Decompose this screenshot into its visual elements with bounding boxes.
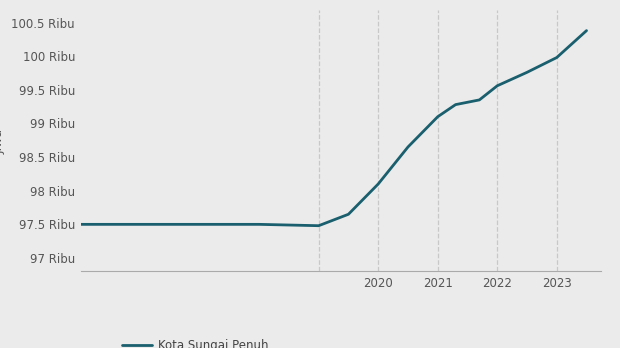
Line: Kota Sungai Penuh: Kota Sungai Penuh	[81, 31, 587, 226]
Kota Sungai Penuh	[374, 182, 382, 186]
Legend: Kota Sungai Penuh: Kota Sungai Penuh	[118, 335, 273, 348]
Kota Sungai Penuh	[77, 222, 84, 227]
Kota Sungai Penuh	[434, 114, 441, 119]
Kota Sungai Penuh	[583, 29, 590, 33]
Kota Sungai Penuh	[476, 98, 483, 102]
Kota Sungai Penuh	[255, 222, 263, 227]
Kota Sungai Penuh	[315, 224, 322, 228]
Kota Sungai Penuh	[553, 55, 560, 60]
Kota Sungai Penuh	[345, 212, 352, 216]
Kota Sungai Penuh	[136, 222, 144, 227]
Y-axis label: Jiwa: Jiwa	[0, 128, 6, 153]
Kota Sungai Penuh	[523, 70, 531, 74]
Kota Sungai Penuh	[452, 103, 459, 107]
Kota Sungai Penuh	[404, 145, 412, 149]
Kota Sungai Penuh	[494, 84, 501, 88]
Kota Sungai Penuh	[196, 222, 203, 227]
